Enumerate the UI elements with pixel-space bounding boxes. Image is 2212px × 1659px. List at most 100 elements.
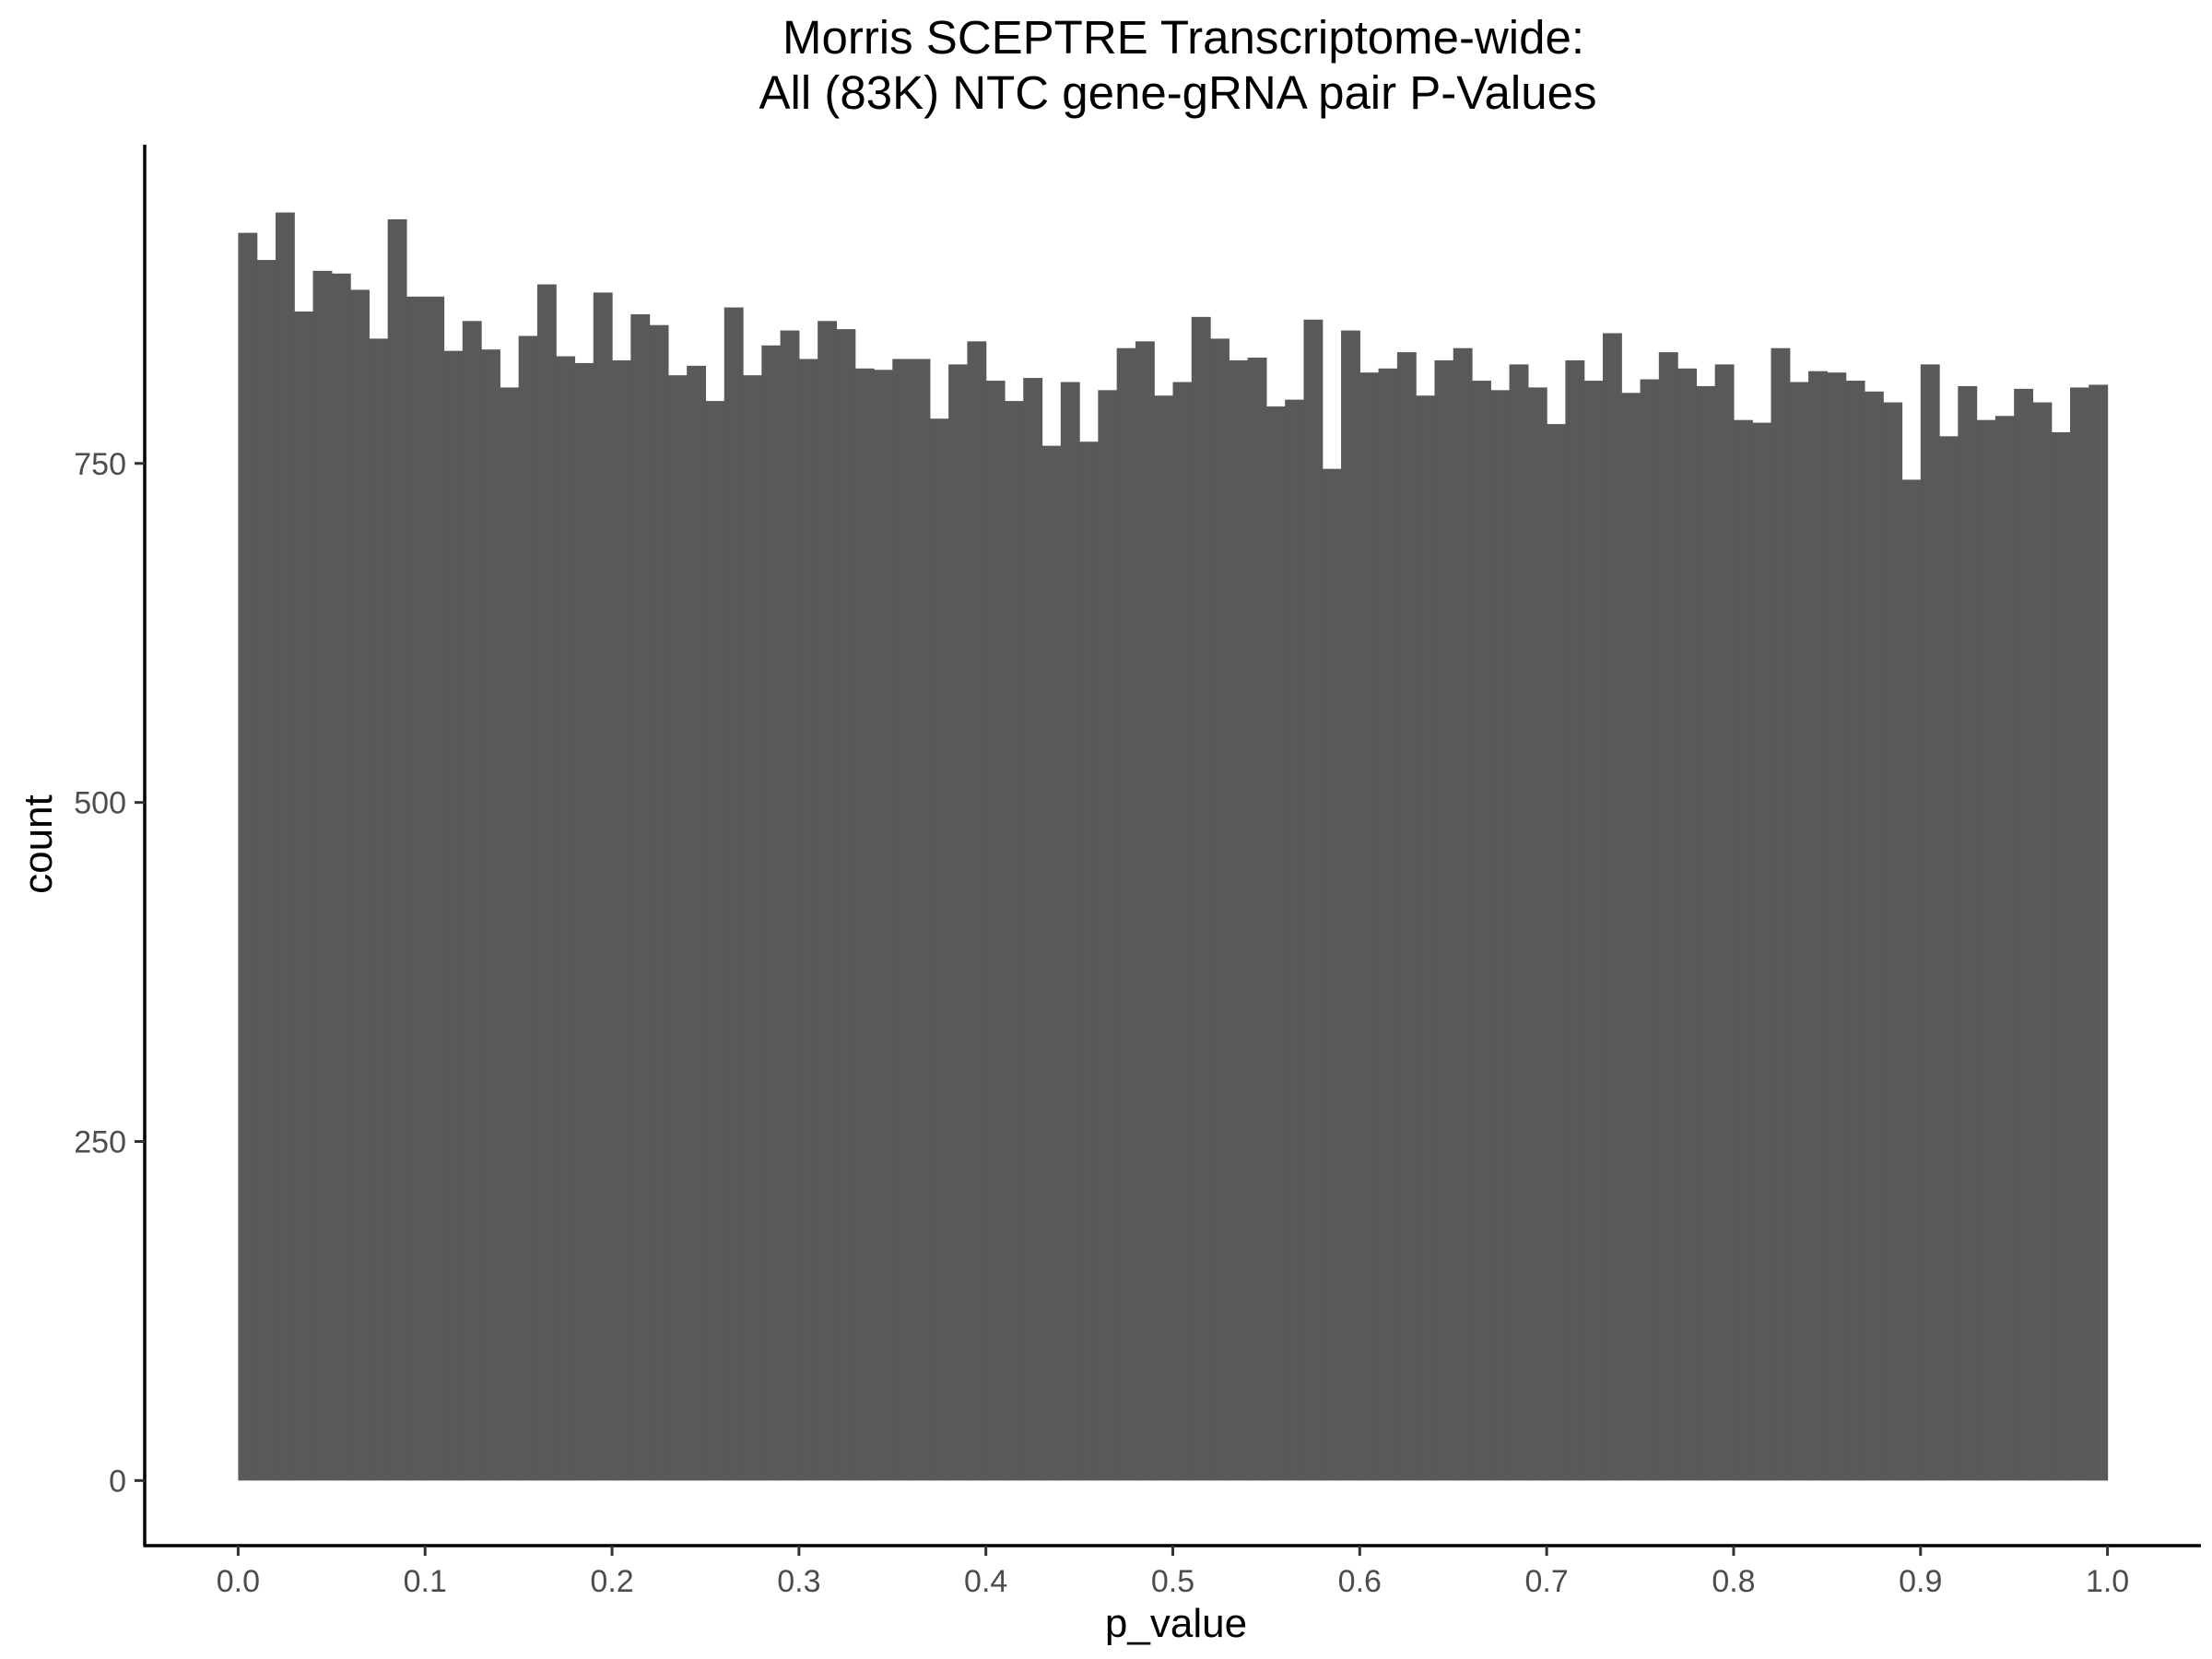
histogram-bar [1285,399,1305,1481]
histogram-bar [1845,381,1865,1481]
histogram-bars [238,212,2109,1481]
chart-title-line-2: All (83K) NTC gene-gRNA pair P-Values [759,66,1597,119]
histogram-bar [369,338,389,1481]
histogram-bar [1640,379,1660,1481]
histogram-bar [1004,401,1024,1481]
x-tick-label: 0.4 [964,1564,1007,1599]
x-tick-label: 0.9 [1899,1564,1942,1599]
histogram-bar [985,381,1006,1481]
histogram-bar [1154,395,1174,1481]
histogram-bar [798,359,818,1481]
y-tick-label: 0 [109,1464,126,1499]
histogram-bar [1583,381,1604,1481]
histogram-bar [1677,368,1697,1481]
histogram-bar [836,329,856,1481]
histogram-bar [1547,424,1567,1481]
histogram-bar [574,362,594,1481]
histogram-bar [948,364,968,1481]
y-axis-ticks: 0 250 500 750 [74,447,145,1499]
histogram-bar [350,289,370,1481]
histogram-bar [1789,382,1809,1481]
histogram-bar [462,321,482,1481]
histogram-bar [1827,372,1847,1481]
histogram-bar [1023,378,1043,1481]
histogram-bar [724,307,744,1481]
histogram-bar [1472,381,1491,1481]
histogram-bar [1378,368,1398,1481]
x-tick-label: 0.2 [590,1564,633,1599]
histogram-bar [873,370,893,1481]
x-tick-label: 0.6 [1338,1564,1382,1599]
x-tick-label: 0.5 [1151,1564,1194,1599]
histogram-bar [1041,445,1062,1481]
histogram-bar [1396,352,1417,1481]
histogram-bar [743,375,762,1481]
histogram-bar [1883,402,1903,1481]
histogram-bar [2014,388,2034,1481]
histogram-bar [1341,330,1360,1481]
histogram-bar [1453,347,1473,1481]
histogram-bar [1808,371,1828,1481]
histogram-bar [911,359,931,1481]
histogram-bar [2032,402,2053,1481]
histogram-bar [500,387,520,1481]
histogram-bar [1976,419,1996,1481]
x-tick-label: 1.0 [2086,1564,2129,1599]
y-axis-title: count [16,794,61,894]
histogram-bar [1116,347,1136,1481]
histogram-bar [1696,385,1716,1481]
histogram-bar [1658,352,1678,1481]
x-tick-label: 0.1 [404,1564,447,1599]
histogram-bar [1172,382,1193,1481]
histogram-bar [481,349,500,1481]
histogram-bar [1098,390,1118,1481]
histogram-bar [1771,347,1791,1481]
histogram-bar [425,296,445,1481]
histogram-bar [1752,422,1772,1481]
histogram-bar [1359,372,1380,1481]
histogram-bar [1416,395,1436,1481]
histogram-bar [406,296,426,1481]
histogram-bar [1303,319,1324,1481]
histogram-bar [294,311,314,1481]
histogram-bar [649,324,669,1481]
histogram-bar [818,321,838,1481]
histogram-bar [612,359,631,1481]
y-tick-label: 500 [74,786,126,821]
histogram-bar [967,341,987,1481]
histogram-bar [1994,416,2015,1481]
histogram-bar [238,232,258,1481]
histogram-bar [1602,333,1622,1481]
histogram-bar [1229,359,1249,1481]
histogram-bar [556,356,576,1481]
histogram-bar [1434,359,1454,1481]
histogram-bar [1527,387,1547,1481]
y-tick-label: 250 [74,1125,126,1160]
chart-title: Morris SCEPTRE Transcriptome-wide: All (… [759,11,1597,119]
histogram-bar [780,330,800,1481]
histogram-bar [1714,364,1735,1481]
histogram-bar [518,335,538,1481]
histogram-bar [2088,384,2109,1481]
histogram-bar [1939,436,1959,1481]
y-tick-label: 750 [74,447,126,482]
histogram-bar [1060,382,1080,1481]
histogram-bar [687,365,707,1481]
histogram-bar [854,368,875,1481]
histogram-bar [1565,359,1585,1481]
x-tick-label: 0.0 [217,1564,260,1599]
histogram-bar [1490,390,1511,1481]
histogram-bar [256,260,276,1481]
histogram-bar [443,350,464,1481]
histogram-bar [929,418,949,1481]
x-tick-label: 0.7 [1525,1564,1569,1599]
histogram-bar [1135,341,1155,1481]
histogram-bar [1509,364,1529,1481]
histogram-bar [275,212,295,1481]
histogram-bar [1920,364,1940,1481]
histogram-bar [1958,385,1978,1481]
histogram-bar [667,375,688,1481]
histogram-bar [705,401,725,1481]
